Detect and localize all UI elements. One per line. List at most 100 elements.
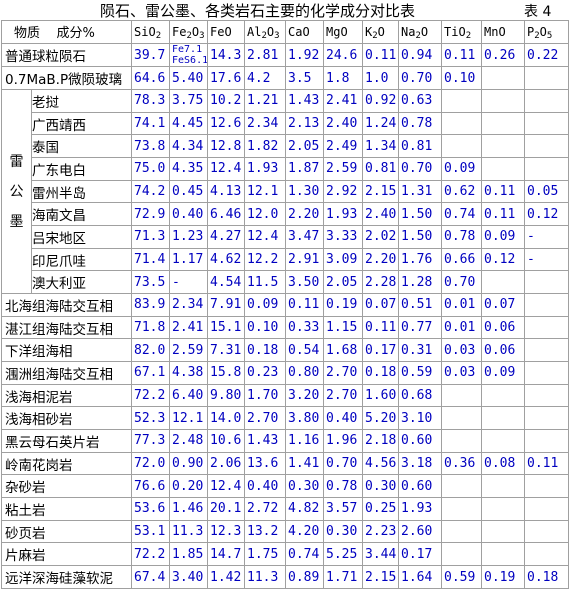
value-cell: 0.03: [441, 361, 482, 385]
value-cell: 14.3: [207, 42, 245, 68]
row-name: 砂页岩: [1, 519, 132, 544]
value-cell: 4.38: [169, 361, 208, 385]
group-label-char: 墨: [9, 213, 24, 230]
value-cell: 1.28: [398, 270, 442, 295]
column-header-tail: O: [377, 24, 385, 39]
value-cell: [524, 111, 569, 136]
value-cell: 0.25: [362, 497, 399, 521]
column-header-base: Fe: [172, 24, 187, 39]
row-name: 岭南花岗岩: [1, 451, 132, 476]
value-cell: 1.70: [244, 383, 286, 408]
value-cell: 12.6: [207, 111, 245, 136]
value-cell: 24.6: [323, 42, 363, 68]
value-cell: 0.03: [441, 338, 482, 363]
table-title: 陨石、雷公墨、各类岩石主要的化学成分对比表: [100, 2, 416, 20]
value-cell: 12.1: [169, 406, 208, 431]
column-header-tail: O: [191, 24, 200, 39]
value-cell: 0.36: [441, 451, 482, 476]
table-row: 广西靖西 74.1 4.45 12.6 2.34 2.13 2.40 1.24 0.78: [2, 111, 569, 136]
value-cell: 12.2: [244, 247, 286, 272]
value-cell: 2.92: [323, 179, 363, 204]
value-cell: 0.40: [323, 406, 363, 431]
value-cell: 0.92: [362, 89, 399, 113]
value-cell: 2.23: [362, 519, 399, 544]
value-cell: 4.20: [285, 519, 324, 544]
value-cell: 3.5: [285, 66, 324, 91]
value-cell: 7.91: [207, 293, 245, 317]
value-cell: 0.77: [398, 315, 442, 340]
value-cell: 1.8: [323, 66, 363, 91]
value-cell: 64.6: [131, 66, 170, 91]
table-row: 北海组海陆交互相 83.9 2.34 7.91 0.09 0.11 0.19 0.07 0.51…: [1, 293, 569, 317]
value-cell: 0.11: [362, 42, 399, 68]
table-row: 黑云母石英片岩 77.3 2.48 10.6 1.43 1.16 1.96 2.18 0.60: [1, 429, 569, 453]
row-name: 广东电白: [31, 157, 132, 181]
value-cell: [524, 338, 569, 363]
table-row: 印尼爪哇 71.4 1.17 4.62 12.2 2.91 3.09 2.20 1.76 0.66…: [2, 247, 569, 272]
value-cell: 1.17: [169, 247, 208, 272]
value-cell: 13.2: [244, 519, 286, 544]
value-cell: 0.05: [524, 179, 569, 204]
row-name: 黑云母石英片岩: [1, 429, 132, 453]
row-name: 泰国: [31, 134, 132, 159]
table-row: 下洋组海相 82.0 2.59 7.31 0.18 0.54 1.68 0.17 0.31 0.0…: [1, 338, 569, 363]
value-cell: 2.70: [323, 361, 363, 385]
value-cell: 0.26: [481, 42, 525, 68]
value-cell: 1.21: [244, 89, 286, 113]
value-cell: 0.78: [323, 474, 363, 499]
column-header-base: Na: [401, 24, 416, 39]
value-cell: 1.43: [244, 429, 286, 453]
value-cell: [481, 406, 525, 431]
value-cell: 71.8: [131, 315, 170, 340]
value-cell: [441, 474, 482, 499]
value-cell: [441, 519, 482, 544]
table-row: 广东电白 75.0 4.35 12.4 1.93 1.87 2.59 0.81 0.70 0.09: [2, 157, 569, 181]
value-cell: 6.40: [169, 383, 208, 408]
table-row: 普通球粒陨石 39.7 Fe7.1 FeS6.1 14.3 2.81 1.92 24.6 0.1…: [1, 42, 569, 68]
value-cell: 12.0: [244, 202, 286, 227]
value-cell: 0.45: [169, 179, 208, 204]
value-cell: 0.30: [285, 474, 324, 499]
column-header: K2O: [362, 20, 399, 44]
value-cell: 0.59: [441, 565, 482, 589]
row-name: 老挝: [31, 89, 132, 113]
row-name: 远洋深海硅藻软泥: [1, 565, 132, 589]
value-cell: 3.09: [323, 247, 363, 272]
value-cell: 2.59: [169, 338, 208, 363]
column-header-sub: 2: [415, 30, 421, 41]
value-cell: 0.94: [398, 42, 442, 68]
column-header-tail: O: [539, 24, 547, 39]
value-cell: 3.44: [362, 542, 399, 567]
value-cell: [524, 474, 569, 499]
table-row: 澳大利亚 73.5-4.54 11.5 3.50 2.05 2.28 1.28 0.70: [2, 270, 569, 295]
value-cell: 2.15: [362, 565, 399, 589]
value-cell: [524, 542, 569, 567]
value-cell: 0.11: [441, 42, 482, 68]
value-cell: 0.23: [244, 361, 286, 385]
column-header-base: MnO: [484, 24, 506, 39]
value-cell: 0.18: [362, 361, 399, 385]
value-cell: 0.09: [481, 361, 525, 385]
row-name: 雷州半岛: [31, 179, 132, 204]
value-cell: 0.12: [524, 202, 569, 227]
value-cell: 1.41: [285, 451, 324, 476]
value-cell: Fe7.1 FeS6.1: [169, 42, 208, 68]
value-cell: [441, 497, 482, 521]
value-cell: 3.57: [323, 497, 363, 521]
value-cell: 3.75: [169, 89, 208, 113]
value-cell: 72.9: [131, 202, 170, 227]
value-cell: 4.2: [244, 66, 286, 91]
value-cell: 3.47: [285, 225, 324, 249]
value-cell: 2.34: [244, 111, 286, 136]
value-cell: [441, 89, 482, 113]
value-cell: 0.10: [244, 315, 286, 340]
value-cell: 0.70: [441, 270, 482, 295]
value-cell: [524, 293, 569, 317]
value-cell: 4.27: [207, 225, 245, 249]
value-cell: 0.40: [244, 474, 286, 499]
value-cell: 0.33: [285, 315, 324, 340]
column-header-sub: 2: [155, 30, 162, 41]
table-row: 湛江组海陆交互相 71.8 2.41 15.1 0.10 0.33 1.15 0.11 0.77…: [1, 315, 569, 340]
row-name: 吕宋地区: [31, 225, 132, 249]
value-cell: 0.54: [285, 338, 324, 363]
